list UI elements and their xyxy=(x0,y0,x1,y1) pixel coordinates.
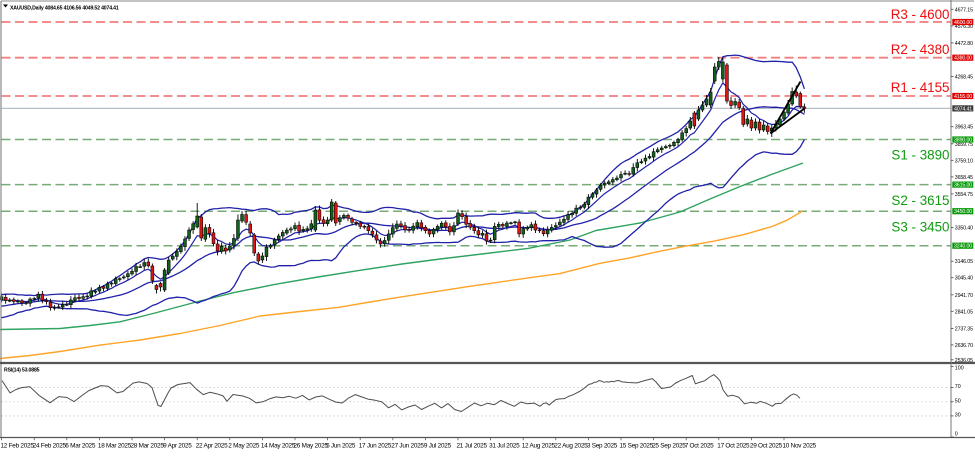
svg-text:R2 - 4380: R2 - 4380 xyxy=(891,42,950,57)
svg-text:10 Nov 2025: 10 Nov 2025 xyxy=(783,443,817,450)
svg-text:R1 - 4155: R1 - 4155 xyxy=(891,80,950,95)
svg-text:28 Mar 2025: 28 Mar 2025 xyxy=(131,443,165,450)
svg-text:4268.45: 4268.45 xyxy=(955,75,973,81)
svg-text:21 Jul 2025: 21 Jul 2025 xyxy=(457,443,488,450)
svg-text:7 Oct 2025: 7 Oct 2025 xyxy=(685,443,714,450)
svg-text:RSI(14) 53.0885: RSI(14) 53.0885 xyxy=(4,367,40,373)
svg-text:3615.00: 3615.00 xyxy=(954,183,972,189)
svg-text:4074.41: 4074.41 xyxy=(954,106,972,112)
svg-text:5 Jun 2025: 5 Jun 2025 xyxy=(326,443,356,450)
svg-text:18 Mar 2025: 18 Mar 2025 xyxy=(98,443,132,450)
svg-text:100: 100 xyxy=(955,366,964,372)
svg-text:6 Mar 2025: 6 Mar 2025 xyxy=(65,443,96,450)
svg-text:24 Feb 2025: 24 Feb 2025 xyxy=(33,443,67,450)
svg-text:S1 - 3890: S1 - 3890 xyxy=(891,148,949,163)
svg-text:2737.35: 2737.35 xyxy=(955,326,973,332)
svg-text:3554.75: 3554.75 xyxy=(955,192,973,198)
svg-text:9 Jul 2025: 9 Jul 2025 xyxy=(424,443,452,450)
svg-text:3146.05: 3146.05 xyxy=(955,259,973,265)
svg-text:12 Aug 2025: 12 Aug 2025 xyxy=(522,443,556,450)
svg-text:14 May 2025: 14 May 2025 xyxy=(261,443,296,450)
svg-text:27 Jun 2025: 27 Jun 2025 xyxy=(391,443,424,450)
svg-text:3759.10: 3759.10 xyxy=(955,158,973,164)
svg-text:31 Jul 2025: 31 Jul 2025 xyxy=(489,443,520,450)
svg-text:22 Apr 2025: 22 Apr 2025 xyxy=(196,443,228,450)
svg-text:50: 50 xyxy=(955,398,961,404)
svg-text:30: 30 xyxy=(955,412,961,418)
svg-text:2841.05: 2841.05 xyxy=(955,309,973,315)
svg-text:4600.00: 4600.00 xyxy=(954,20,972,26)
svg-text:S2 - 3615: S2 - 3615 xyxy=(891,193,949,208)
svg-text:3963.45: 3963.45 xyxy=(955,125,973,131)
svg-text:26 May 2025: 26 May 2025 xyxy=(294,443,329,450)
svg-text:9 Apr 2025: 9 Apr 2025 xyxy=(163,443,192,450)
svg-text:XAUUSD,Daily 4084.65 4106.56: XAUUSD,Daily 4084.65 4106.56 4049.52 407… xyxy=(10,5,119,11)
svg-text:3350.40: 3350.40 xyxy=(955,226,973,232)
svg-text:12 Feb 2025: 12 Feb 2025 xyxy=(1,443,35,450)
svg-text:4677.15: 4677.15 xyxy=(955,7,973,13)
svg-text:15 Sep 2025: 15 Sep 2025 xyxy=(620,443,654,450)
svg-text:3859.75: 3859.75 xyxy=(955,142,973,148)
svg-text:3240.00: 3240.00 xyxy=(954,244,972,250)
svg-text:4380.00: 4380.00 xyxy=(954,56,972,62)
svg-text:R3 - 4600: R3 - 4600 xyxy=(891,7,950,22)
svg-text:2 May 2025: 2 May 2025 xyxy=(228,443,260,450)
svg-text:17 Oct 2025: 17 Oct 2025 xyxy=(717,443,750,450)
svg-text:4472.80: 4472.80 xyxy=(955,41,973,47)
svg-text:70: 70 xyxy=(955,384,961,390)
svg-text:2636.70: 2636.70 xyxy=(955,343,973,349)
svg-text:4576.30: 4576.30 xyxy=(955,24,973,30)
svg-text:3 Sep 2025: 3 Sep 2025 xyxy=(587,443,618,450)
svg-text:25 Sep 2025: 25 Sep 2025 xyxy=(652,443,686,450)
svg-text:S3 - 3450: S3 - 3450 xyxy=(891,220,949,235)
svg-text:3658.45: 3658.45 xyxy=(955,175,973,181)
svg-text:3890.00: 3890.00 xyxy=(954,138,972,144)
svg-text:2536.05: 2536.05 xyxy=(955,358,973,364)
svg-text:2941.70: 2941.70 xyxy=(955,293,973,299)
svg-text:17 Jun 2025: 17 Jun 2025 xyxy=(359,443,392,450)
svg-text:29 Oct 2025: 29 Oct 2025 xyxy=(750,443,783,450)
svg-text:4155.00: 4155.00 xyxy=(954,94,972,100)
svg-text:3045.40: 3045.40 xyxy=(955,276,973,282)
svg-text:0: 0 xyxy=(955,432,958,438)
svg-text:3450.00: 3450.00 xyxy=(954,209,972,215)
svg-text:22 Aug 2025: 22 Aug 2025 xyxy=(554,443,588,450)
